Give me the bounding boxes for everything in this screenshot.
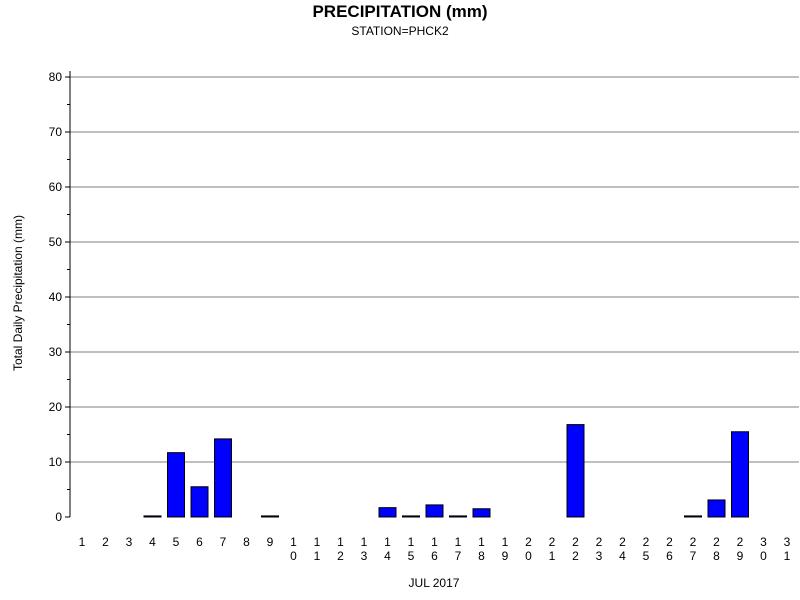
- chart-subtitle: STATION=PHCK2: [351, 24, 449, 38]
- y-tick-label: 40: [49, 290, 63, 304]
- y-tick-label: 70: [49, 125, 63, 139]
- x-tick-label: 2: [102, 535, 109, 549]
- grid-lines: [70, 76, 799, 463]
- x-tick-label: 5: [173, 535, 180, 549]
- bar-day-6: [190, 486, 209, 518]
- y-tick-label: 20: [49, 400, 63, 414]
- bar-day-29: [731, 431, 749, 518]
- bar-day-9: [261, 515, 279, 518]
- y-tick-label: 50: [49, 235, 63, 249]
- x-tick-label: 6: [196, 535, 203, 549]
- bar-day-17: [449, 515, 467, 518]
- bar-day-18: [472, 508, 491, 518]
- bar-day-22: [566, 424, 585, 518]
- y-tick-label: 30: [49, 345, 63, 359]
- x-tick-label: 4: [149, 535, 156, 549]
- chart-title: PRECIPITATION (mm): [312, 2, 487, 21]
- bar-day-16: [425, 504, 444, 518]
- bar-day-5: [167, 452, 185, 518]
- y-tick-label: 0: [55, 510, 62, 524]
- y-axis-ticks: 0 10 20 30 40 50 60 70 80: [49, 70, 70, 524]
- x-tick-label: 7: [220, 535, 227, 549]
- x-tick-label: 1: [79, 535, 86, 549]
- bar-day-28: [707, 499, 726, 518]
- bars-group: [143, 424, 749, 518]
- y-tick-label: 80: [49, 70, 63, 84]
- bar-day-7: [214, 438, 232, 518]
- y-tick-label: 60: [49, 180, 63, 194]
- y-axis-label: Total Daily Precipitation (mm): [11, 215, 25, 371]
- x-tick-label: 3: [126, 535, 133, 549]
- x-axis-label: JUL 2017: [409, 576, 460, 590]
- y-tick-label: 10: [49, 455, 63, 469]
- bar-day-4: [143, 515, 162, 518]
- x-tick-label: 9: [267, 535, 274, 549]
- x-tick-label: 8: [243, 535, 250, 549]
- bar-day-27: [684, 515, 702, 518]
- x-axis-ticks: 1 2 3 4 5 6 7 8 9 1 01 11 21 31 41 51 61 71 81 92 02 12 22 32 42…: [79, 535, 791, 563]
- bar-day-15: [402, 515, 420, 518]
- bar-day-14: [378, 507, 397, 518]
